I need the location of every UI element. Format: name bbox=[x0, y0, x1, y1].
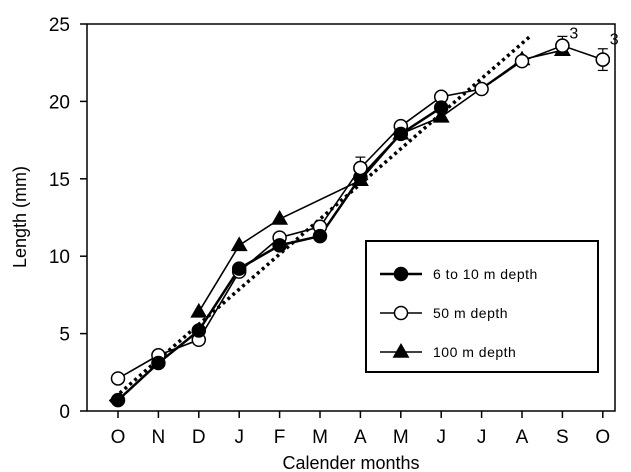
x-tick-label: J bbox=[234, 427, 244, 448]
x-tick-label: N bbox=[152, 427, 166, 448]
x-tick-label: A bbox=[516, 427, 529, 448]
x-tick-label: O bbox=[111, 427, 126, 448]
data-point bbox=[190, 302, 208, 318]
data-point bbox=[353, 160, 368, 176]
data-point bbox=[595, 52, 611, 67]
sample-size-label: 3 bbox=[569, 25, 578, 42]
data-point bbox=[393, 126, 409, 142]
x-tick-label: M bbox=[312, 427, 328, 448]
data-point bbox=[110, 392, 126, 408]
data-point bbox=[474, 81, 489, 97]
legend-label: 50 m depth bbox=[433, 305, 508, 321]
y-tick-label: 25 bbox=[49, 15, 70, 36]
x-tick-label: S bbox=[556, 427, 569, 448]
legend-label: 100 m depth bbox=[433, 344, 516, 360]
data-point bbox=[312, 228, 328, 244]
x-tick-label: M bbox=[393, 427, 409, 448]
y-tick-label: 5 bbox=[59, 325, 70, 346]
x-tick-label: J bbox=[436, 427, 446, 448]
data-point bbox=[555, 38, 570, 53]
data-point bbox=[231, 261, 247, 276]
data-point bbox=[191, 323, 207, 338]
x-tick-label: D bbox=[192, 427, 206, 448]
legend: 6 to 10 m depth 50 m depth 100 m depth bbox=[365, 240, 599, 373]
x-tick-label: J bbox=[477, 427, 487, 448]
data-point bbox=[433, 100, 449, 115]
error-bars-group bbox=[353, 35, 611, 177]
x-tick-label: A bbox=[354, 427, 367, 448]
data-point bbox=[271, 210, 289, 225]
legend-label: 6 to 10 m depth bbox=[433, 266, 538, 282]
data-point bbox=[110, 371, 126, 386]
data-point bbox=[432, 107, 450, 123]
y-tick-label: 0 bbox=[59, 402, 70, 423]
x-axis-title: Calender months bbox=[282, 453, 419, 472]
series-markers-0 bbox=[110, 100, 449, 408]
axis-ticks: 0 5 10 15 20 25 O N D J F M A M J J A S O bbox=[49, 15, 610, 448]
legend-marker bbox=[393, 305, 409, 321]
y-tick-label: 15 bbox=[49, 170, 70, 191]
data-point bbox=[514, 53, 530, 69]
legend-marker bbox=[392, 342, 410, 358]
plot-frame bbox=[86, 23, 616, 412]
data-point bbox=[272, 238, 287, 253]
y-tick-label: 20 bbox=[49, 92, 70, 113]
data-point bbox=[151, 355, 166, 371]
x-tick-label: F bbox=[274, 427, 286, 448]
trendline-group bbox=[108, 35, 532, 404]
sample-size-label: 3 bbox=[610, 32, 619, 49]
x-tick-label: O bbox=[595, 427, 610, 448]
y-tick-label: 10 bbox=[49, 247, 70, 268]
legend-marker bbox=[393, 266, 409, 282]
y-axis-title: Length (mm) bbox=[10, 166, 30, 268]
trendline bbox=[108, 35, 532, 404]
data-point bbox=[230, 236, 248, 252]
